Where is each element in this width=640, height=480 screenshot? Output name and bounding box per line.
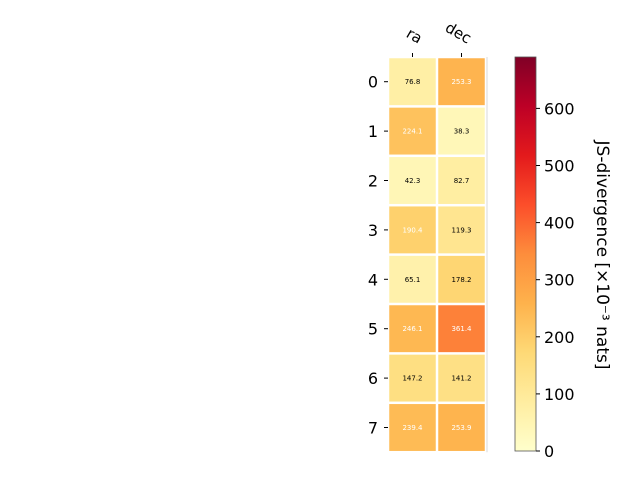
cell-value-label: 190.4 <box>402 226 423 234</box>
row-label: 1 <box>368 122 378 141</box>
heatmap-cell <box>389 107 436 155</box>
cell-value-label: 246.1 <box>402 325 422 333</box>
column-tick-labels: ra dec <box>403 18 475 57</box>
colorbar: 0 100 200 300 400 500 600 <box>514 56 575 461</box>
heatmap-cell <box>438 107 485 155</box>
cell-value-label: 147.2 <box>402 375 422 383</box>
heatmap-cell <box>389 206 436 254</box>
row-label: 2 <box>368 172 378 191</box>
colorbar-tick-label: 500 <box>544 156 575 175</box>
colorbar-tick-label: 100 <box>544 385 575 404</box>
cell-value-label: 76.8 <box>405 78 421 86</box>
column-label: ra <box>403 24 425 47</box>
cell-value-label: 82.7 <box>454 177 470 185</box>
colorbar-label: JS-divergence [×10⁻³ nats] <box>592 140 612 370</box>
row-label: 4 <box>368 270 378 289</box>
cell-value-label: 224.1 <box>402 128 422 136</box>
heatmap-cell <box>389 404 436 451</box>
cell-value-label: 239.4 <box>402 424 423 432</box>
heatmap-cell <box>389 157 436 204</box>
colorbar-tick-label: 0 <box>544 442 554 461</box>
colorbar-tick-label: 600 <box>544 99 575 118</box>
heatmap-cell <box>438 255 485 303</box>
colorbar-tick-label: 300 <box>544 271 575 290</box>
cell-value-label: 178.2 <box>451 276 471 284</box>
colorbar-tick-label: 200 <box>544 328 575 347</box>
cell-value-label: 141.2 <box>451 375 471 383</box>
column-label: dec <box>442 18 474 47</box>
cell-value-label: 119.3 <box>451 226 471 234</box>
cell-value-label: 38.3 <box>454 128 470 136</box>
cell-value-label: 253.9 <box>451 424 471 432</box>
heatmap-cell <box>438 206 485 254</box>
row-label: 6 <box>368 369 378 388</box>
row-label: 0 <box>368 73 378 92</box>
heatmap-cells: 76.8 253.3 224.1 38.3 42.3 82.7 190.4 119.3 65.1… <box>389 58 485 451</box>
colorbar-gradient <box>514 56 537 452</box>
row-label: 7 <box>368 419 378 438</box>
cell-value-label: 42.3 <box>405 177 421 185</box>
cell-value-label: 361.4 <box>451 325 472 333</box>
heatmap-cell <box>389 255 436 303</box>
heatmap-cell <box>438 157 485 204</box>
heatmap-cell <box>389 305 436 353</box>
heatmap-cell <box>438 354 485 402</box>
heatmap-cell <box>438 58 485 106</box>
cell-value-label: 253.3 <box>451 78 471 86</box>
cell-value-label: 65.1 <box>405 276 421 284</box>
heatmap-cell <box>389 354 436 402</box>
heatmap-cell <box>438 404 485 451</box>
row-tick-labels: 0 1 2 3 4 5 6 7 <box>368 73 388 438</box>
row-label: 5 <box>368 320 378 339</box>
colorbar-tick-label: 400 <box>544 214 575 233</box>
heatmap-cell <box>438 305 485 353</box>
heatmap-cell <box>389 58 436 106</box>
row-label: 3 <box>368 221 378 240</box>
